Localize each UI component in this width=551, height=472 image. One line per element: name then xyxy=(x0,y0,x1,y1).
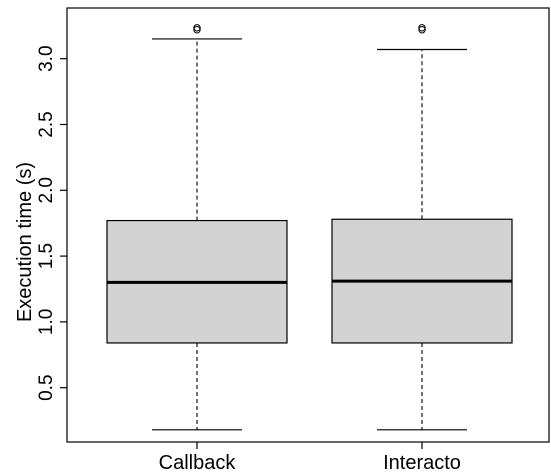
x-axis: Callback Interacto xyxy=(159,442,461,472)
box-group xyxy=(331,24,513,431)
box-group xyxy=(106,24,288,431)
y-tick-label: 1.0 xyxy=(36,309,57,335)
y-tick-label: 0.5 xyxy=(36,374,57,400)
x-category-label: Interacto xyxy=(383,452,461,472)
y-axis: 0.5 1.0 1.5 2.0 2.5 3.0 xyxy=(36,45,67,401)
plot-frame xyxy=(66,7,550,443)
y-tick-label: 2.0 xyxy=(36,177,57,203)
outlier-point xyxy=(193,24,201,32)
y-tick-label: 3.0 xyxy=(36,45,57,71)
y-tick-label: 2.5 xyxy=(36,111,57,137)
outlier-point xyxy=(418,24,426,32)
y-tick-label: 1.5 xyxy=(36,243,57,269)
outlier-point xyxy=(418,26,426,34)
y-axis-title: Execution time (s) xyxy=(14,162,36,322)
boxes-layer xyxy=(106,24,513,431)
x-category-label: Callback xyxy=(159,452,237,472)
outlier-point xyxy=(193,26,201,34)
